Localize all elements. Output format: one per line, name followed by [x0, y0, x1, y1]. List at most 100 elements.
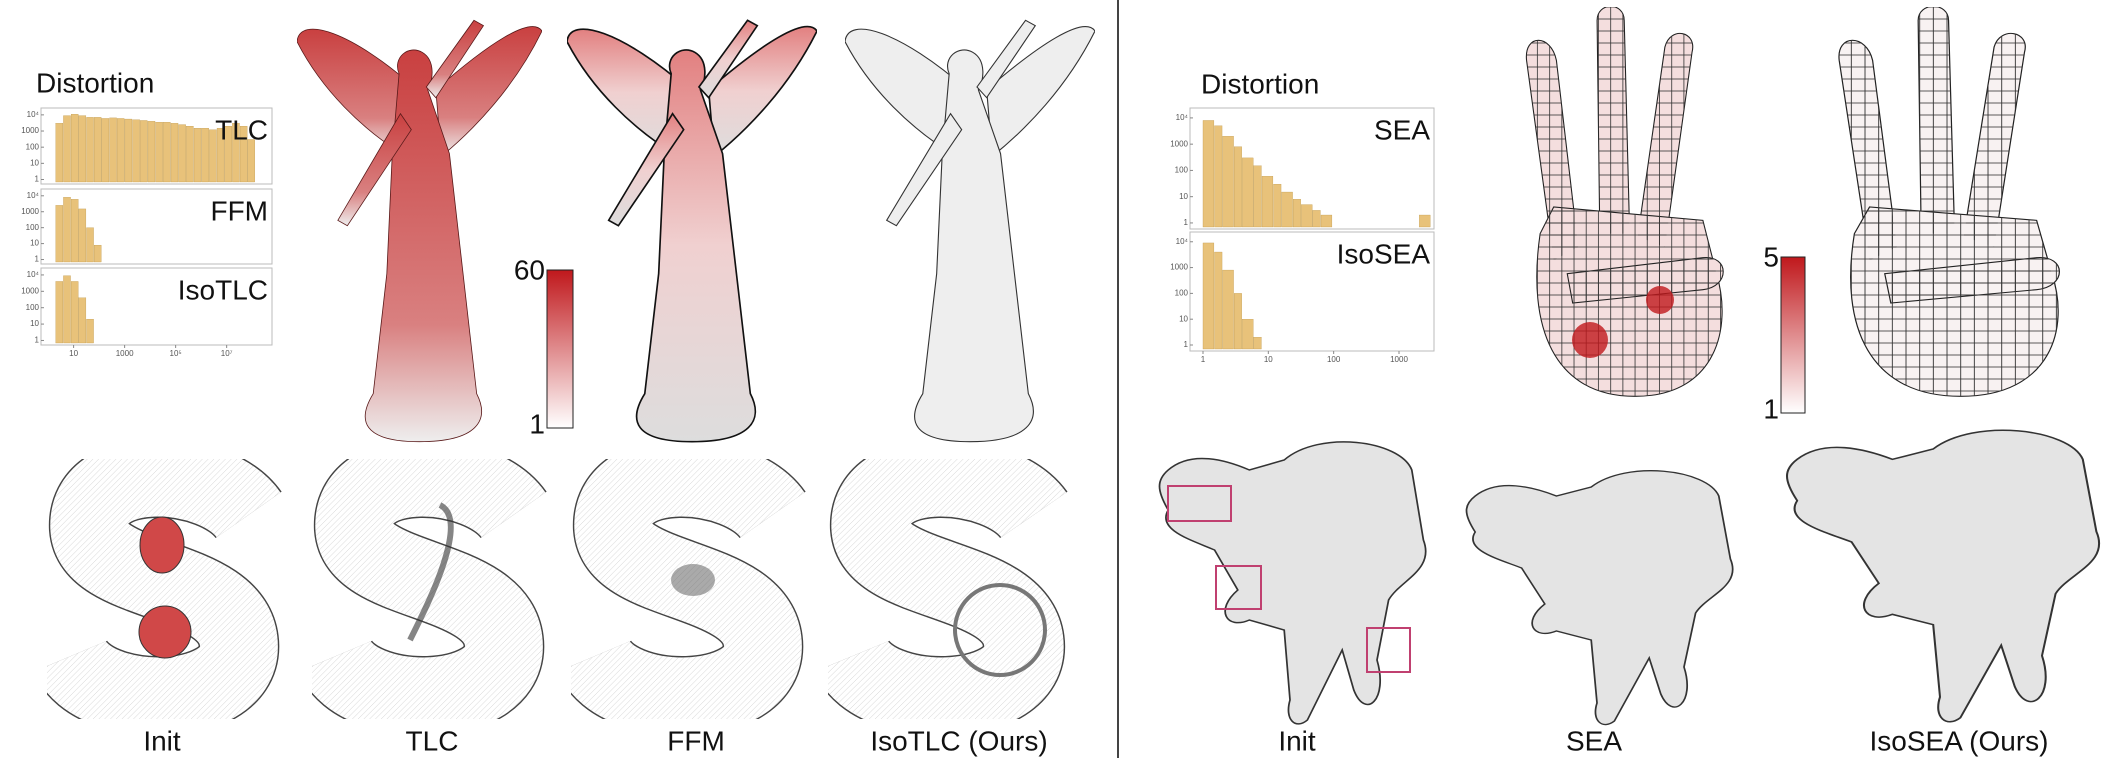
distortion-blob — [671, 564, 715, 596]
distortion-spot — [1646, 286, 1674, 314]
histogram-bar — [239, 126, 248, 183]
distortion-ring — [953, 583, 1047, 677]
y-tick-label: 100 — [1175, 166, 1189, 175]
statue-ffm — [567, 19, 817, 443]
histogram-bar — [170, 123, 179, 183]
histogram-bar — [186, 126, 194, 183]
histogram-bar — [78, 115, 87, 183]
y-tick-label: 10 — [30, 158, 39, 167]
histogram-bar — [163, 122, 171, 183]
histogram-bar — [1261, 176, 1274, 228]
parameterization — [1158, 441, 1427, 725]
y-tick-label: 100 — [26, 223, 40, 232]
y-tick-label: 1 — [35, 336, 40, 345]
histogram-bar — [78, 297, 87, 344]
y-tick-label: 1000 — [21, 126, 39, 135]
y-tick-label: 10⁴ — [1176, 113, 1189, 122]
histogram-bar — [1222, 136, 1234, 228]
histogram-bar — [209, 129, 217, 183]
highlight-box — [1215, 565, 1262, 610]
histogram-bar — [1320, 214, 1333, 228]
x-tick-label: 1000 — [116, 349, 134, 358]
histogram-bar — [1253, 165, 1262, 228]
histogram-bar — [1312, 210, 1321, 228]
histogram-title: Distortion — [1201, 68, 1319, 99]
s-shape — [335, 478, 514, 697]
histogram-bar — [1202, 120, 1215, 228]
histogram-label: IsoTLC — [178, 274, 268, 305]
histogram-bar — [224, 126, 232, 183]
y-tick-label: 10 — [30, 239, 39, 248]
histogram-bar — [70, 281, 79, 344]
colorbar-label: 5 — [1763, 241, 1779, 272]
histogram-label: IsoSEA — [1337, 238, 1431, 269]
histogram-bar — [1234, 293, 1242, 350]
histogram-bar — [1242, 157, 1254, 228]
histogram-label: FFM — [210, 195, 268, 226]
histogram-bar — [86, 318, 94, 344]
y-tick-label: 1 — [1184, 340, 1189, 349]
y-tick-label: 10 — [1179, 192, 1188, 201]
parameterization — [1785, 429, 2101, 723]
distortion-spot — [1572, 322, 1608, 358]
histogram-bar — [63, 197, 71, 263]
y-tick-label: 1000 — [21, 286, 39, 295]
s-shape — [70, 478, 249, 697]
histogram-bar — [55, 123, 64, 183]
histogram-bar — [140, 120, 148, 183]
histogram-bar — [70, 199, 79, 263]
histogram-bar — [1419, 214, 1431, 228]
histogram-bar — [178, 124, 186, 183]
histogram-frame — [40, 107, 273, 185]
histogram-bar — [63, 115, 71, 183]
parameterization — [1465, 469, 1734, 726]
colorbar-label: 1 — [1763, 393, 1779, 424]
histogram-bar — [94, 244, 102, 263]
histogram-bar — [147, 121, 156, 183]
y-tick-label: 100 — [26, 142, 40, 151]
histogram-frame — [40, 267, 273, 346]
colorbar-label: 60 — [514, 254, 545, 285]
histogram-bar — [78, 208, 87, 263]
method-label: SEA — [1566, 725, 1622, 756]
y-tick-label: 1000 — [1170, 263, 1188, 272]
y-tick-label: 1 — [35, 255, 40, 264]
x-tick-label: 10⁵ — [170, 349, 182, 358]
histogram-frame — [40, 188, 273, 265]
histogram-bar — [1293, 199, 1301, 228]
histogram-bar — [1301, 204, 1313, 228]
y-tick-label: 10 — [1179, 314, 1188, 323]
histogram-title: Distortion — [36, 67, 154, 98]
highlight-box — [1167, 485, 1232, 522]
colorbar — [546, 269, 574, 429]
histogram-bar — [1273, 183, 1282, 228]
histogram-frame — [1189, 107, 1435, 230]
histogram-bar — [1222, 269, 1234, 350]
histogram-bar — [1234, 146, 1242, 228]
histogram-bar — [1214, 251, 1223, 350]
histogram-bar — [155, 122, 163, 183]
colorbar-label: 1 — [529, 408, 545, 439]
histogram-bar — [117, 118, 125, 183]
method-label: Init — [143, 725, 181, 756]
method-label: IsoTLC (Ours) — [870, 725, 1047, 756]
histogram-bar — [1202, 242, 1215, 350]
y-tick-label: 1 — [35, 175, 40, 184]
x-tick-label: 10 — [1264, 355, 1273, 364]
histogram-label: SEA — [1374, 114, 1430, 145]
x-tick-label: 10⁷ — [221, 349, 233, 358]
statue-init — [297, 19, 542, 443]
histogram-bar — [193, 128, 202, 183]
colorbar — [1780, 256, 1806, 414]
histogram-bar — [1242, 319, 1254, 350]
histogram-bar — [247, 139, 255, 183]
highlight-box — [1366, 627, 1411, 673]
histogram-bar — [132, 119, 140, 183]
histogram-bar — [232, 123, 240, 183]
hand-grid — [1526, 7, 1724, 397]
method-label: IsoSEA (Ours) — [1870, 725, 2049, 756]
histogram-bar — [86, 227, 94, 263]
x-tick-label: 1 — [1201, 355, 1206, 364]
histogram-bar — [216, 128, 225, 183]
